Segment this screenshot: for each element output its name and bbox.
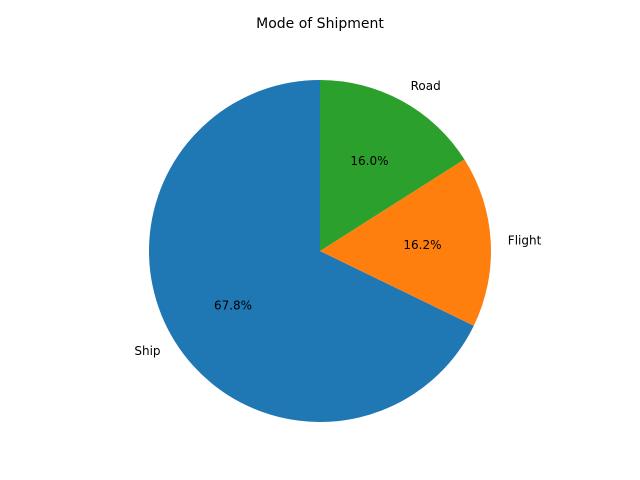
pie-slice-ship [149, 80, 474, 422]
pie-labels: Ship 67.8% Flight 16.2% Road 16.0% [134, 79, 541, 358]
slice-label-road: Road [411, 79, 441, 93]
slice-label-ship: Ship [134, 344, 160, 358]
pie-slice-flight [320, 159, 492, 326]
pie-slices [149, 80, 492, 422]
pie-slice-road [320, 80, 465, 251]
slice-pct-ship: 67.8% [214, 298, 252, 312]
slice-label-flight: Flight [508, 233, 542, 247]
chart-title: Mode of Shipment [256, 16, 384, 32]
slice-pct-flight: 16.2% [403, 238, 441, 252]
slice-pct-road: 16.0% [350, 154, 388, 168]
